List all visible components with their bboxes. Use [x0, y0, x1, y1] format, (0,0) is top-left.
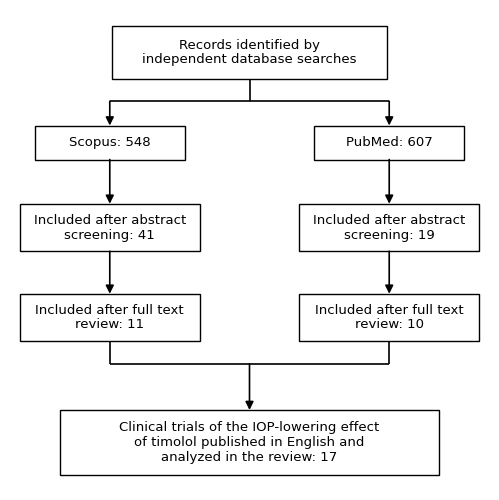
- Text: Included after full text
review: 10: Included after full text review: 10: [315, 304, 464, 332]
- Text: Clinical trials of the IOP-lowering effect
of timolol published in English and
a: Clinical trials of the IOP-lowering effe…: [119, 421, 380, 464]
- FancyBboxPatch shape: [299, 294, 479, 341]
- Text: Scopus: 548: Scopus: 548: [69, 136, 151, 149]
- FancyBboxPatch shape: [314, 126, 464, 160]
- Text: Included after full text
review: 11: Included after full text review: 11: [35, 304, 184, 332]
- FancyBboxPatch shape: [20, 294, 200, 341]
- FancyBboxPatch shape: [299, 204, 479, 251]
- Text: Records identified by
independent database searches: Records identified by independent databa…: [142, 38, 357, 66]
- FancyBboxPatch shape: [20, 204, 200, 251]
- Text: PubMed: 607: PubMed: 607: [346, 136, 433, 149]
- FancyBboxPatch shape: [112, 26, 387, 78]
- FancyBboxPatch shape: [60, 410, 439, 475]
- FancyBboxPatch shape: [35, 126, 185, 160]
- Text: Included after abstract
screening: 41: Included after abstract screening: 41: [33, 214, 186, 242]
- Text: Included after abstract
screening: 19: Included after abstract screening: 19: [313, 214, 466, 242]
